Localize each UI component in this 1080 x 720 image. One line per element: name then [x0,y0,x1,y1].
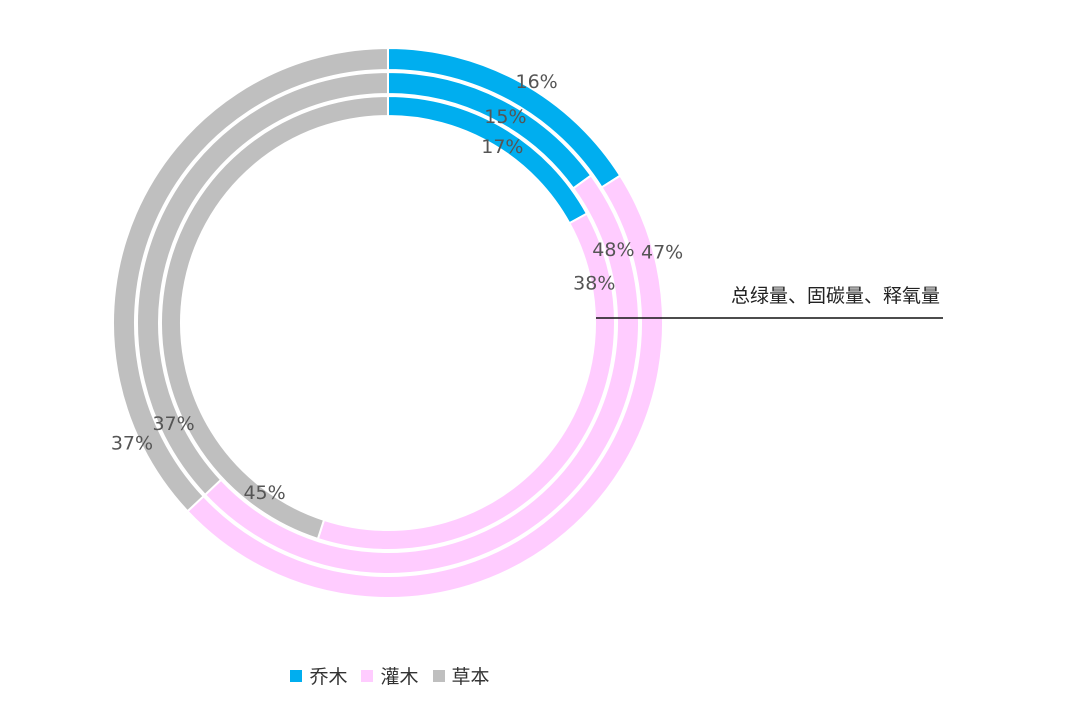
ring-2-label-1: 38% [573,273,615,295]
legend-item-2: 草本 [432,662,490,689]
legend-label-2: 草本 [451,666,490,688]
ring-0-segment-2 [112,46,389,513]
ring-0-label-0: 16% [516,71,558,93]
ring-1-label-0: 15% [484,106,526,128]
ring-0-label-2: 37% [111,432,153,454]
ring-1-segment-2 [136,70,389,497]
ring-2-label-2: 45% [243,482,285,504]
ring-1-label-2: 37% [152,413,194,435]
legend-label-1: 灌木 [380,666,419,688]
legend-swatch-1 [361,669,374,682]
legend-item-0: 乔木 [290,662,347,689]
ring-0-label-1: 47% [641,242,683,264]
legend-swatch-0 [290,669,303,682]
legend-label-0: 乔木 [309,666,348,688]
callout-annotation: 总绿量、固碳量、释氧量 [731,285,940,307]
ring-1-label-1: 48% [592,239,634,261]
percent-labels: 16% 47% 37% 15% 48% 37% 17% 38% 45% [111,71,683,504]
ring-2-label-0: 17% [481,136,523,158]
legend: 乔木 灌木 草本 [0,662,780,689]
donut-rings [112,46,664,599]
legend-swatch-2 [432,669,445,682]
legend-item-1: 灌木 [361,662,419,689]
ring-2-segment-2 [160,94,389,541]
